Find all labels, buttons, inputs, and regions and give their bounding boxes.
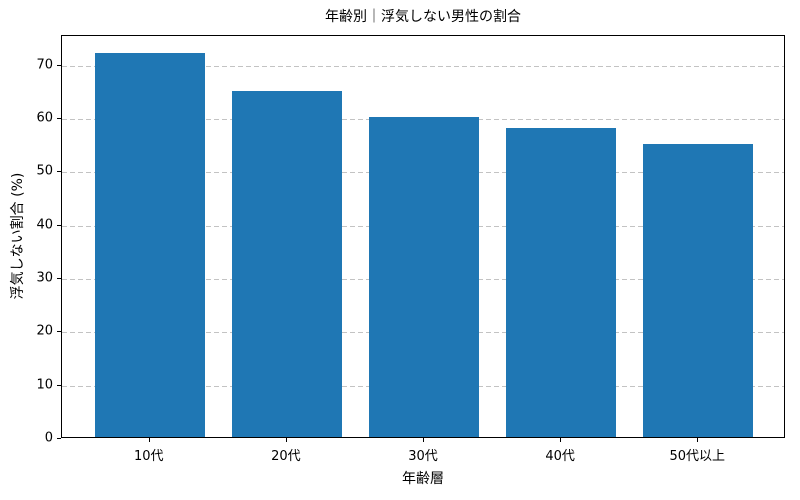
x-tick-mark-20代: [285, 438, 287, 442]
y-tick-mark-0: [57, 438, 61, 439]
bar-50代以上: [643, 143, 754, 437]
y-tick-label-40: 40: [36, 217, 53, 233]
y-tick-label-20: 20: [36, 323, 53, 339]
y-tick-mark-10: [57, 384, 61, 386]
y-tick-label-0: 0: [44, 430, 53, 446]
y-tick-label-60: 60: [36, 110, 53, 126]
bar-20代: [232, 90, 342, 437]
x-tick-mark-10代: [148, 438, 150, 442]
y-tick-mark-40: [57, 224, 61, 226]
y-tick-label-30: 30: [36, 270, 53, 286]
bar-30代: [369, 117, 479, 437]
y-tick-mark-50: [57, 171, 61, 173]
bar-40代: [506, 127, 616, 437]
y-tick-mark-70: [57, 64, 61, 66]
y-tick-label-10: 10: [36, 377, 53, 393]
x-tick-label-50代以上: 50代以上: [669, 449, 726, 464]
x-tick-label-10代: 10代: [133, 449, 164, 464]
gridline-y-70: [62, 65, 784, 67]
y-tick-mark-60: [57, 118, 61, 120]
bar-10代: [94, 53, 205, 437]
y-tick-label-50: 50: [36, 163, 53, 179]
y-tick-label-70: 70: [36, 57, 53, 73]
x-tick-label-40代: 40代: [545, 449, 575, 464]
x-tick-label-20代: 20代: [271, 449, 301, 464]
x-tick-mark-40代: [560, 438, 562, 442]
x-axis-label: 年齢層: [402, 471, 444, 487]
x-tick-mark-30代: [423, 438, 424, 442]
chart-title: 年齢別｜浮気しない男性の割合: [325, 9, 521, 25]
y-tick-mark-20: [57, 331, 61, 333]
plot-area: [61, 35, 785, 438]
x-tick-label-30代: 30代: [408, 449, 438, 464]
x-tick-mark-50代以上: [697, 438, 699, 442]
y-tick-mark-30: [57, 278, 61, 280]
